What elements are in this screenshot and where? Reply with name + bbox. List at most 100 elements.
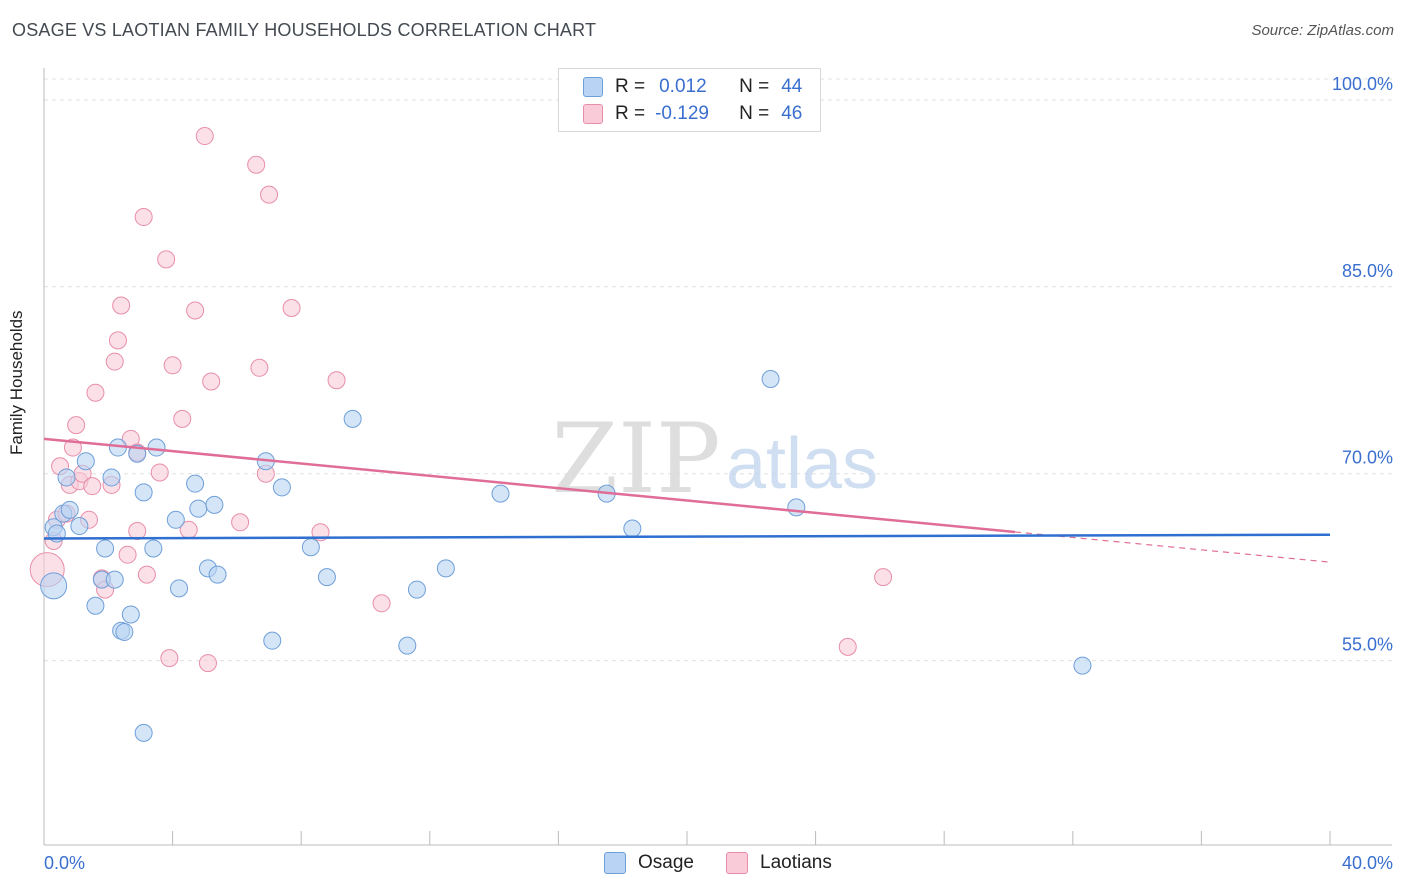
laotians-point	[173, 409, 192, 428]
laotians-swatch	[583, 104, 603, 124]
laotians-point	[250, 358, 269, 377]
osage-point	[147, 438, 166, 457]
osage-trend-line	[43, 533, 1331, 540]
osage-point	[301, 538, 320, 557]
laotians-point	[163, 356, 182, 375]
osage-point	[144, 539, 163, 558]
laotians-point	[134, 208, 153, 227]
laotians-point	[63, 438, 82, 457]
watermark-zip: ZIP	[551, 403, 720, 515]
osage-point	[623, 519, 642, 538]
bottom-legend-laotians: Laotians	[726, 852, 832, 874]
osage-point	[128, 444, 147, 463]
gridlines	[44, 78, 1392, 662]
bottom-osage-swatch	[604, 852, 626, 874]
osage-point	[1073, 656, 1092, 675]
osage-point	[96, 539, 115, 558]
laotians-point	[231, 513, 250, 532]
laotians-point	[372, 594, 391, 613]
osage-point	[166, 510, 185, 529]
osage-point	[787, 498, 806, 517]
osage-point	[317, 568, 336, 587]
laotians-point	[118, 545, 137, 564]
laotians-n-value: 46	[781, 103, 803, 124]
osage-point	[761, 370, 780, 389]
watermark-atlas: atlas	[726, 424, 878, 504]
osage-r-value: 0.012	[659, 76, 707, 97]
tick-labels: 55.0% 70.0% 85.0% 100.0% 0.0% 40.0%	[44, 74, 1393, 873]
osage-point	[86, 596, 105, 615]
osage-point	[60, 500, 79, 519]
laotians-trend-line	[43, 437, 1016, 534]
osage-point	[170, 579, 189, 598]
laotians-r-label: R =	[615, 103, 646, 124]
osage-n-label: N =	[739, 76, 770, 97]
laotians-n-label: N =	[739, 103, 770, 124]
laotians-point	[186, 301, 205, 320]
laotians-point	[202, 372, 221, 391]
laotians-point	[260, 185, 279, 204]
osage-point	[186, 474, 205, 493]
laotians-point	[67, 416, 86, 435]
legend-row-laotians: R = -0.129 N = 46	[583, 102, 802, 126]
laotians-point	[195, 127, 214, 146]
laotians-point	[105, 352, 124, 371]
bottom-laotians-swatch	[726, 852, 748, 874]
osage-swatch	[583, 77, 603, 97]
correlation-legend: R = 0.012 N = 44 R = -0.129 N = 46	[558, 68, 821, 132]
laotians-point	[86, 383, 105, 402]
laotians-point	[137, 565, 156, 584]
legend-row-osage: R = 0.012 N = 44	[583, 75, 802, 99]
laotians-point	[160, 649, 179, 668]
laotians-point	[108, 331, 127, 350]
osage-point	[407, 580, 426, 599]
laotians-point	[247, 155, 266, 174]
laotians-point	[282, 298, 301, 317]
osage-point	[105, 570, 124, 589]
laotians-point	[157, 250, 176, 269]
x-tick-label-min: 0.0%	[44, 853, 85, 873]
osage-point	[491, 484, 510, 503]
osage-point	[208, 565, 227, 584]
osage-point	[121, 605, 140, 624]
osage-point	[189, 499, 208, 518]
osage-point	[57, 468, 76, 487]
osage-point	[76, 452, 95, 471]
osage-point	[263, 631, 282, 650]
laotians-trend-extension	[1014, 531, 1331, 563]
osage-point	[398, 636, 417, 655]
osage-point	[134, 483, 153, 502]
laotians-r-value: -0.129	[655, 103, 709, 124]
laotians-point	[83, 477, 102, 496]
laotians-point	[327, 371, 346, 390]
osage-point	[40, 572, 68, 600]
y-tick-label: 100.0%	[1332, 74, 1393, 94]
y-tick-label: 70.0%	[1342, 448, 1393, 468]
x-tick-label-max: 40.0%	[1342, 853, 1393, 873]
osage-point	[343, 409, 362, 428]
bottom-laotians-label: Laotians	[760, 852, 832, 873]
y-tick-label: 85.0%	[1342, 261, 1393, 281]
y-axis-title: Family Households	[7, 310, 26, 455]
laotians-point	[838, 637, 857, 656]
osage-point	[436, 559, 455, 578]
bottom-osage-label: Osage	[638, 852, 694, 873]
laotians-point	[150, 463, 169, 482]
laotians-point	[128, 522, 147, 541]
osage-point	[134, 723, 153, 742]
osage-points	[40, 370, 1092, 742]
laotians-point	[112, 296, 131, 315]
chart-title: OSAGE VS LAOTIAN FAMILY HOUSEHOLDS CORRE…	[12, 20, 597, 40]
bottom-legend-osage: Osage	[604, 852, 694, 874]
laotians-points	[29, 127, 893, 673]
laotians-point	[874, 568, 893, 587]
source-attribution: Source: ZipAtlas.com	[1251, 22, 1394, 39]
axes	[43, 68, 1392, 846]
osage-point	[205, 495, 224, 514]
osage-n-value: 44	[781, 76, 803, 97]
osage-r-label: R =	[615, 76, 646, 97]
osage-point	[115, 622, 134, 641]
laotians-point	[198, 654, 217, 673]
osage-point	[70, 517, 89, 536]
